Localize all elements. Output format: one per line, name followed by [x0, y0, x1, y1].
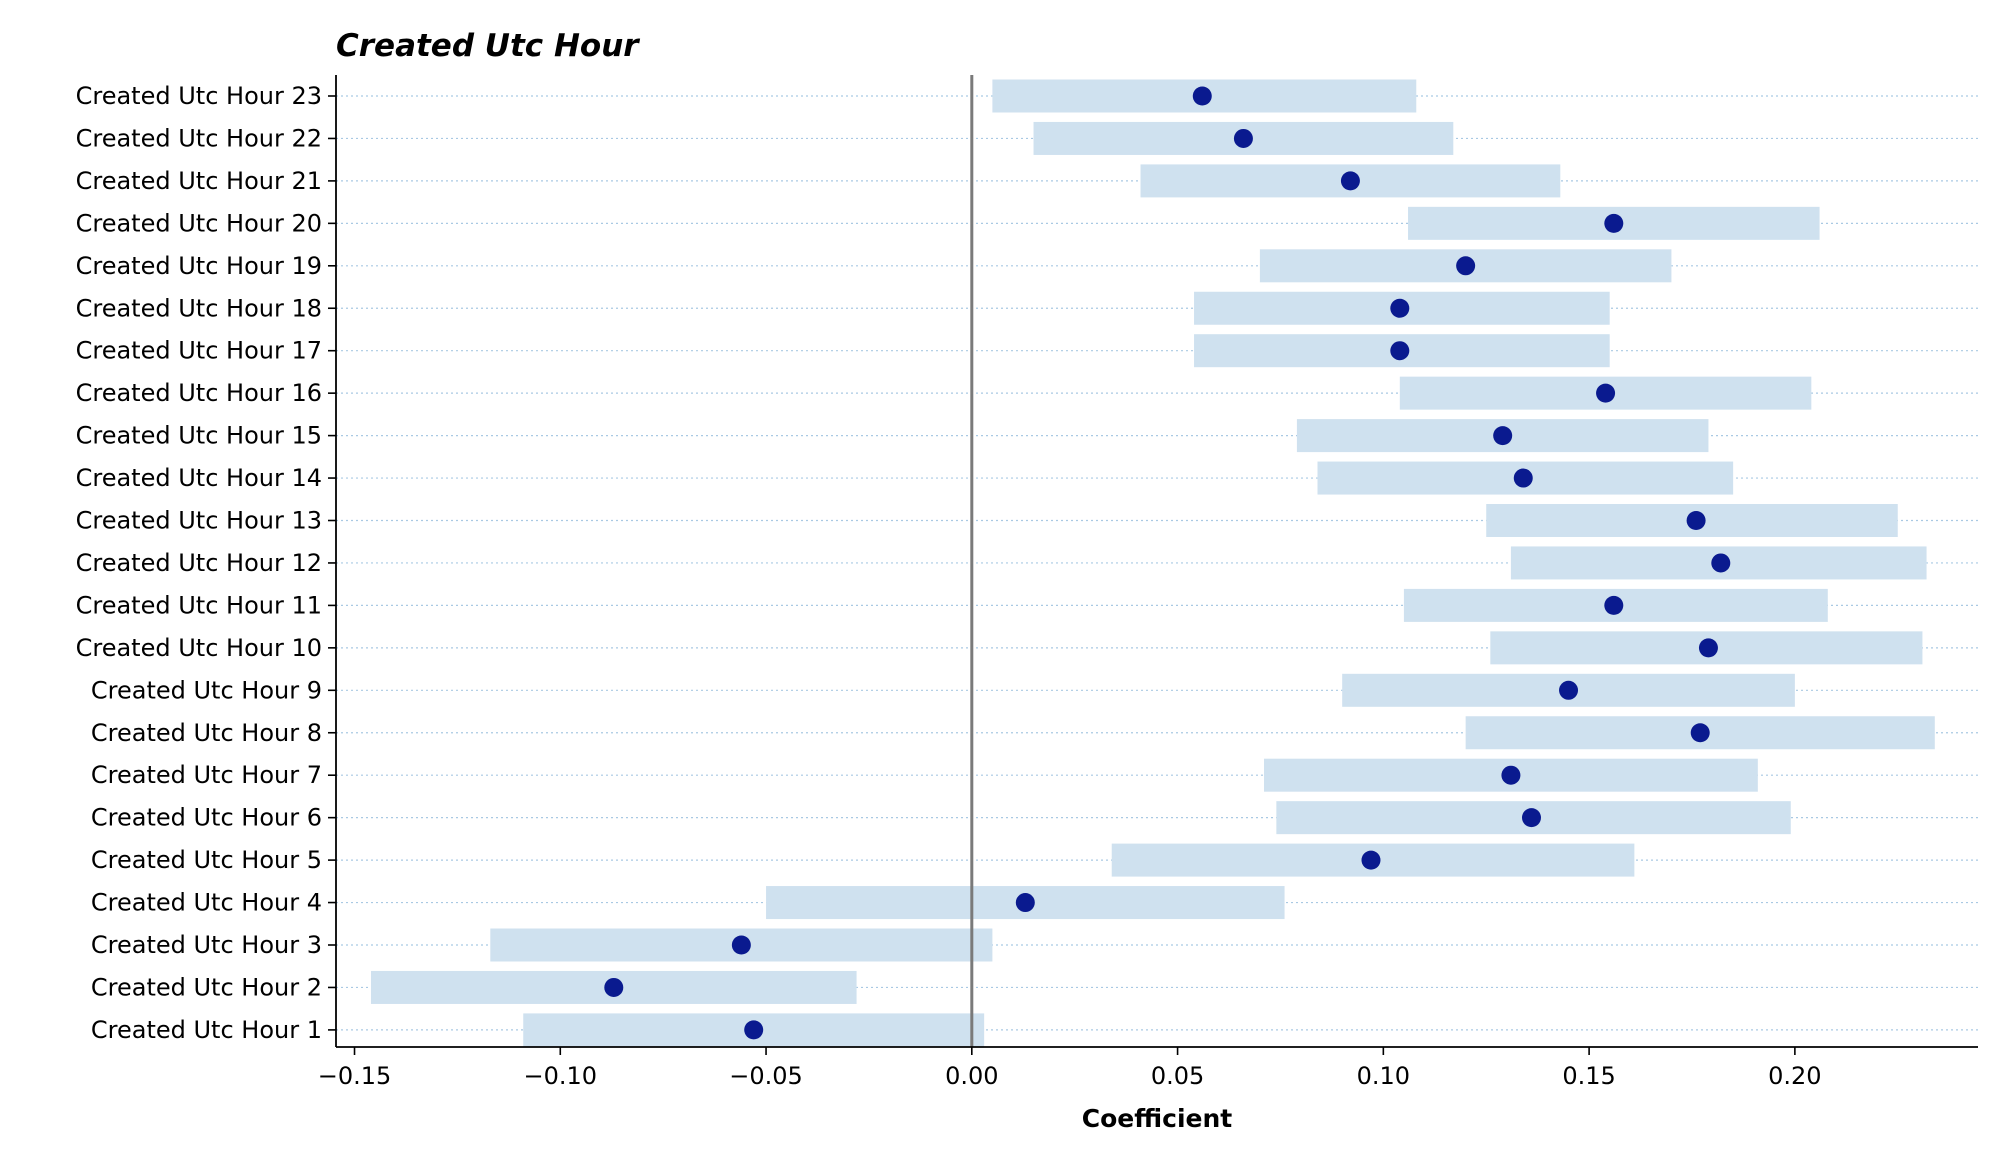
x-tick-label: 0.20 — [1768, 1062, 1821, 1090]
axes — [335, 75, 1978, 1048]
y-tick-label: Created Utc Hour 12 — [76, 549, 322, 577]
y-tick-label: Created Utc Hour 15 — [76, 422, 322, 450]
x-tick-label: −0.05 — [729, 1062, 803, 1090]
y-tick-label: Created Utc Hour 1 — [91, 1016, 322, 1044]
coefficient-point — [1192, 86, 1212, 106]
coefficient-point — [1456, 256, 1476, 276]
coefficient-point — [1513, 468, 1533, 488]
y-tick-label: Created Utc Hour 23 — [76, 82, 322, 110]
chart-title: Created Utc Hour — [336, 28, 640, 64]
x-tick-label: 0.05 — [1151, 1062, 1204, 1090]
coefficient-point — [731, 935, 751, 955]
coefficient-point — [1604, 213, 1624, 233]
x-tick-label: 0.15 — [1562, 1062, 1615, 1090]
coefficient-point — [744, 1020, 764, 1040]
coefficient-point — [1690, 723, 1710, 743]
coefficient-point — [1604, 595, 1624, 615]
y-tick-label: Created Utc Hour 17 — [76, 337, 322, 365]
coefficient-point — [1521, 808, 1541, 828]
coefficient-points — [604, 86, 1731, 1040]
x-tick-label: −0.15 — [318, 1062, 392, 1090]
x-tick-label: 0.10 — [1357, 1062, 1410, 1090]
coefficient-point — [604, 977, 624, 997]
coefficient-point — [1698, 638, 1718, 658]
y-tick-label: Created Utc Hour 8 — [91, 719, 322, 747]
coefficient-point — [1686, 511, 1706, 530]
coefficient-point — [1596, 383, 1616, 403]
y-tick-label: Created Utc Hour 22 — [76, 124, 322, 152]
x-tick-label: −0.10 — [524, 1062, 598, 1090]
y-tick-label: Created Utc Hour 5 — [91, 846, 322, 874]
coefficient-point — [1493, 426, 1513, 446]
y-tick-label: Created Utc Hour 2 — [91, 973, 322, 1001]
y-tick-label: Created Utc Hour 7 — [91, 761, 322, 789]
coefficient-point — [1559, 680, 1579, 700]
y-tick-label: Created Utc Hour 19 — [76, 252, 322, 280]
y-tick-label: Created Utc Hour 16 — [76, 379, 322, 407]
coefficient-point — [1390, 298, 1410, 318]
coefficient-point — [1015, 893, 1035, 913]
y-tick-label: Created Utc Hour 11 — [76, 591, 322, 619]
y-tick-label: Created Utc Hour 6 — [91, 804, 322, 832]
coefficient-point — [1340, 171, 1360, 191]
y-tick-label: Created Utc Hour 21 — [76, 167, 322, 195]
coefficient-point — [1233, 128, 1253, 148]
x-tick-labels: −0.15 −0.10 −0.05 0.00 0.05 0.10 0.15 0.20 — [318, 1047, 1822, 1090]
coefficient-point — [1390, 341, 1410, 361]
y-tick-label: Created Utc Hour 13 — [76, 507, 322, 535]
y-tick-label: Created Utc Hour 9 — [91, 676, 322, 704]
x-tick-label: 0.00 — [945, 1062, 998, 1090]
y-tick-label: Created Utc Hour 3 — [91, 931, 322, 959]
coefficient-point — [1711, 553, 1731, 573]
coefficient-point — [1361, 850, 1381, 870]
y-tick-label: Created Utc Hour 14 — [76, 464, 322, 492]
x-axis-label: Coefficient — [1082, 1104, 1233, 1133]
y-tick-label: Created Utc Hour 4 — [91, 889, 322, 917]
y-tick-label: Created Utc Hour 10 — [76, 634, 322, 662]
y-tick-label: Created Utc Hour 20 — [76, 209, 322, 237]
coefficient-point — [1501, 765, 1521, 785]
y-tick-label: Created Utc Hour 18 — [76, 294, 322, 322]
y-tick-labels: Created Utc Hour 23 Created Utc Hour 22 Cr… — [76, 82, 336, 1044]
